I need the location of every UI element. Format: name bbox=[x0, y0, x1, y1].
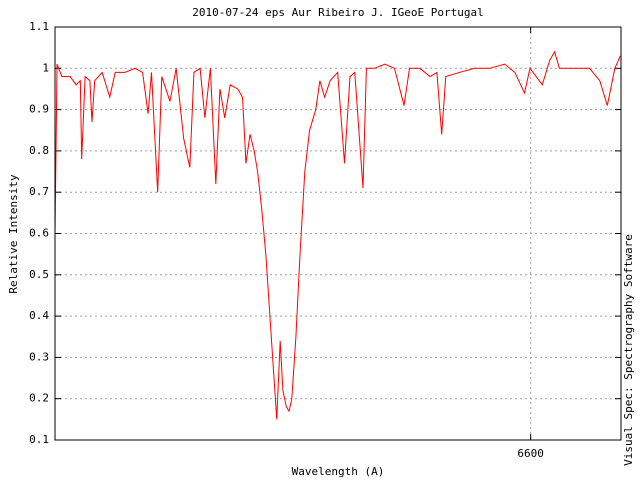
spectrum-line bbox=[54, 50, 621, 420]
y-tick-label: 0.4 bbox=[29, 309, 49, 322]
x-tick-label: 6600 bbox=[517, 447, 544, 460]
chart-title: 2010-07-24 eps Aur Ribeiro J. IGeoE Port… bbox=[192, 6, 483, 19]
y-tick-label: 1 bbox=[42, 61, 49, 74]
y-tick-label: 0.1 bbox=[29, 433, 49, 446]
y-tick-label: 0.3 bbox=[29, 350, 49, 363]
y-axis-label: Relative Intensity bbox=[7, 174, 20, 294]
y-tick-label: 1.1 bbox=[29, 20, 49, 33]
plot-frame bbox=[54, 26, 622, 441]
y-tick-label: 0.7 bbox=[29, 185, 49, 198]
x-axis-label: Wavelength (A) bbox=[292, 465, 385, 478]
y-tick-label: 0.8 bbox=[29, 144, 49, 157]
y-tick-label: 0.6 bbox=[29, 227, 49, 240]
y-tick-label: 0.9 bbox=[29, 103, 49, 116]
y-tick-label: 0.2 bbox=[29, 392, 49, 405]
y-tick-label: 0.5 bbox=[29, 268, 49, 281]
side-note: Visual Spec: Spectrography Software bbox=[622, 234, 635, 466]
